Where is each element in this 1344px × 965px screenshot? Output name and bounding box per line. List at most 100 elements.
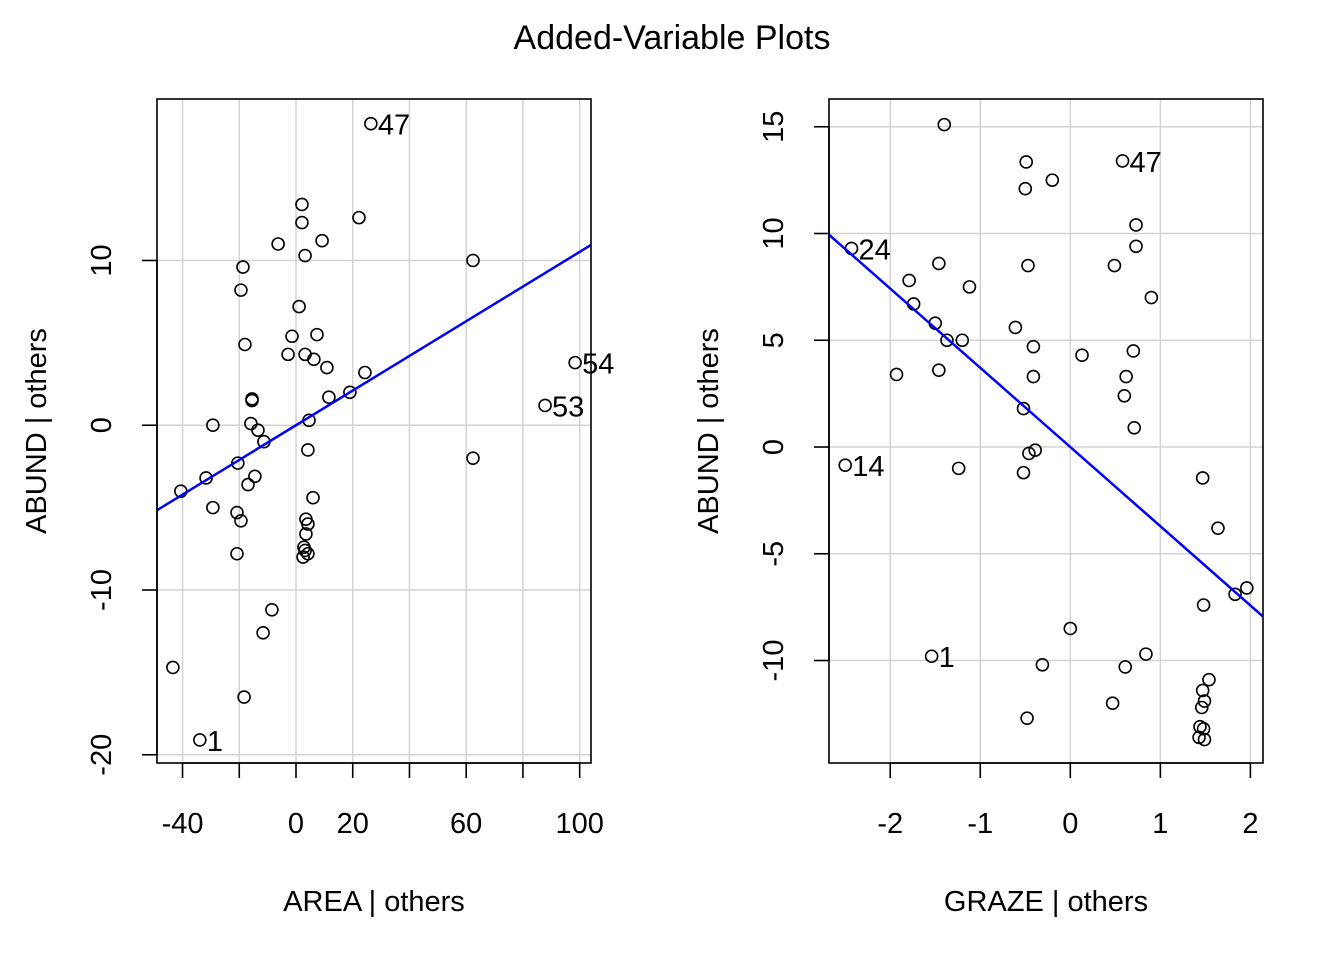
data-point bbox=[1197, 732, 1212, 747]
data-point bbox=[1019, 155, 1033, 169]
data-point bbox=[838, 458, 853, 472]
y-tick-label: -20 bbox=[86, 734, 118, 776]
data-point bbox=[1129, 239, 1143, 254]
data-point bbox=[466, 451, 480, 465]
point-label: 47 bbox=[378, 110, 410, 142]
data-point bbox=[1144, 290, 1159, 305]
data-point bbox=[1045, 173, 1060, 187]
data-point bbox=[244, 416, 258, 431]
plot-frame bbox=[156, 98, 592, 764]
data-point bbox=[937, 117, 952, 132]
regression-line bbox=[829, 233, 1263, 618]
point-label: 1 bbox=[207, 726, 223, 758]
data-point bbox=[364, 116, 378, 131]
data-point bbox=[1129, 218, 1143, 232]
chart-title: Added-Variable Plots bbox=[514, 19, 831, 57]
data-point bbox=[292, 299, 306, 314]
y-axis-label: ABUND | others bbox=[693, 328, 725, 534]
data-point bbox=[1063, 621, 1078, 636]
data-point bbox=[241, 477, 255, 492]
y-tick-label: -10 bbox=[758, 640, 790, 682]
data-point bbox=[924, 649, 939, 664]
data-point bbox=[1117, 388, 1132, 403]
data-point bbox=[1228, 587, 1242, 602]
y-tick-label: -10 bbox=[86, 569, 118, 611]
data-point bbox=[310, 327, 324, 342]
x-tick-label: 20 bbox=[337, 808, 369, 840]
panel-graze: GRAZE | others ABUND | others 47 24 14 1 -2 -… bbox=[693, 98, 1264, 918]
data-point bbox=[1202, 672, 1216, 687]
data-point bbox=[193, 733, 207, 747]
y-tick-label: 0 bbox=[86, 417, 118, 433]
data-point bbox=[295, 215, 309, 230]
y-tick-label: 5 bbox=[758, 332, 790, 348]
data-point bbox=[1022, 446, 1036, 461]
data-point bbox=[962, 280, 977, 294]
x-tick-label: 1 bbox=[1152, 808, 1168, 840]
data-point bbox=[236, 260, 250, 274]
data-point bbox=[230, 546, 244, 561]
data-point bbox=[1139, 647, 1153, 661]
data-point bbox=[1197, 694, 1212, 708]
y-tick-label: 0 bbox=[758, 439, 790, 455]
data-point bbox=[1194, 700, 1209, 715]
data-point bbox=[251, 423, 265, 437]
x-tick-label: -2 bbox=[877, 808, 903, 840]
data-point bbox=[1105, 696, 1120, 711]
data-point bbox=[265, 602, 279, 617]
data-point bbox=[1028, 443, 1042, 458]
data-point bbox=[955, 333, 970, 348]
data-point bbox=[1126, 344, 1141, 358]
x-tick-label: 2 bbox=[1242, 808, 1258, 840]
data-point bbox=[299, 527, 313, 541]
data-point bbox=[568, 355, 582, 370]
x-tick-label: 100 bbox=[555, 808, 603, 840]
data-point bbox=[1107, 258, 1122, 273]
data-point bbox=[358, 365, 372, 380]
data-point bbox=[206, 500, 220, 515]
point-label: 53 bbox=[552, 391, 584, 423]
data-point bbox=[932, 256, 946, 271]
data-point bbox=[1196, 598, 1211, 612]
data-point bbox=[1119, 369, 1133, 384]
data-point bbox=[256, 626, 270, 640]
data-point bbox=[166, 660, 180, 675]
data-point bbox=[315, 233, 329, 248]
data-point bbox=[1035, 657, 1050, 672]
data-point bbox=[301, 443, 315, 457]
data-point bbox=[281, 347, 295, 362]
x-tick-label: 0 bbox=[1062, 808, 1078, 840]
data-point bbox=[238, 337, 252, 352]
data-point bbox=[1195, 683, 1210, 698]
data-point bbox=[234, 283, 248, 297]
data-point bbox=[940, 333, 954, 348]
data-point bbox=[1211, 521, 1225, 535]
data-point bbox=[1127, 420, 1142, 435]
panel-area: AREA | others ABUND | others 47 54 53 1 -40 0… bbox=[21, 98, 614, 918]
data-point bbox=[271, 237, 285, 251]
data-point bbox=[285, 329, 299, 344]
y-tick-label: 15 bbox=[758, 111, 790, 143]
data-point bbox=[322, 390, 336, 405]
data-point bbox=[902, 273, 916, 288]
data-point bbox=[932, 363, 946, 377]
x-tick-label: -1 bbox=[967, 808, 993, 840]
data-point bbox=[466, 253, 480, 268]
data-point bbox=[295, 197, 309, 212]
point-label: 47 bbox=[1130, 147, 1162, 179]
y-tick-label: 10 bbox=[86, 244, 118, 276]
y-tick-label: -5 bbox=[758, 541, 790, 567]
data-point bbox=[1026, 369, 1041, 384]
data-point bbox=[1239, 581, 1254, 595]
data-point bbox=[245, 393, 259, 408]
data-point bbox=[306, 490, 320, 505]
x-tick-label: 0 bbox=[288, 808, 304, 840]
data-point bbox=[352, 210, 366, 225]
data-point bbox=[1118, 660, 1133, 674]
data-point bbox=[296, 550, 310, 564]
data-point bbox=[320, 360, 334, 375]
data-point bbox=[1021, 258, 1035, 273]
data-point bbox=[301, 517, 315, 531]
data-point bbox=[1008, 320, 1023, 335]
